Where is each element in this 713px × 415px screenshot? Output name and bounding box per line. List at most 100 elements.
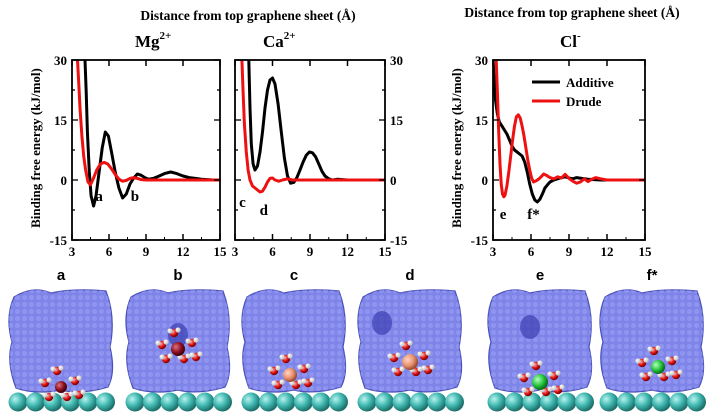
graphene-atom [522, 392, 542, 412]
annotation-b: b [131, 189, 139, 205]
chart-title-2: Cl- [560, 30, 581, 51]
header-left: Distance from top graphene sheet (Å) [140, 8, 355, 23]
graphene-atom [357, 392, 377, 412]
graphene-atom [652, 392, 671, 412]
graphene-atom [410, 392, 429, 412]
graphene-atom [259, 392, 278, 412]
y-tick-label-right-1-2: 15 [390, 113, 404, 128]
ion-atom [402, 354, 418, 370]
ion-atom [283, 368, 297, 382]
x-tick-label-1-1: 6 [269, 244, 276, 259]
snapshot-1 [125, 289, 232, 412]
snapshot-label-a: a [57, 267, 66, 284]
graphene-atom [329, 392, 348, 412]
y-axis-label-right: Binding free energy (kJ/mol) [449, 68, 464, 228]
graphene-atom [294, 392, 313, 412]
y-axis-label-left: Binding free energy (kJ/mol) [28, 68, 43, 228]
graphene-atom [375, 392, 394, 412]
plot-frame-0 [71, 59, 221, 241]
snapshot-4 [487, 289, 594, 412]
y-tick-label-right-1-1: 0 [390, 173, 397, 188]
snapshot-row [8, 289, 706, 412]
graphene-atom [634, 392, 654, 412]
y-tick-label-left-2-1: 0 [482, 173, 489, 188]
graphene-atom [487, 392, 507, 412]
annotation-e: e [500, 207, 507, 223]
x-tick-label-1-4: 15 [379, 244, 393, 259]
x-tick-label-1-0: 3 [232, 244, 239, 259]
graphene-atom [78, 392, 98, 412]
y-tick-label-left-0-1: 0 [61, 173, 68, 188]
ion-atom [651, 360, 665, 374]
x-tick-label-1-2: 9 [307, 244, 314, 259]
ion-atom [532, 374, 548, 390]
snapshot-label-c: c [290, 267, 298, 284]
graphene-atom [427, 392, 447, 412]
chart-title-0: Mg2+ [135, 30, 171, 51]
snapshot-2 [241, 289, 348, 412]
snapshot-label-b: b [173, 267, 182, 284]
chart-title-1: Ca2+ [263, 30, 296, 51]
y-tick-label-left-2-2: 15 [475, 113, 489, 128]
graphene-atom [669, 392, 689, 412]
ion-atom [171, 342, 185, 356]
snapshot-5 [599, 289, 706, 412]
graphene-atom [392, 392, 412, 412]
y-tick-label-right-1-3: 30 [390, 53, 403, 68]
x-tick-label-0-1: 6 [106, 244, 113, 259]
graphene-atom [213, 392, 232, 412]
annotation-a: a [95, 189, 103, 205]
graphene-atom [8, 392, 28, 412]
annotation-c: c [239, 195, 246, 211]
series-additive-1 [247, 60, 385, 185]
chart-mg: Mg2+ 3 6 9 12 15 -15 0 15 30 a b [50, 30, 227, 259]
y-tick-label-left-2-0: -15 [471, 233, 489, 248]
series-drude-2 [494, 60, 645, 199]
y-tick-label-left-2-3: 30 [475, 53, 488, 68]
x-tick-label-2-3: 12 [601, 244, 614, 259]
x-tick-label-0-3: 12 [177, 244, 190, 259]
x-tick-label-2-2: 9 [566, 244, 573, 259]
legend: Additive Drude [532, 75, 614, 109]
graphene-atom [26, 392, 45, 412]
series-drude-1 [240, 60, 385, 194]
graphene-atom [96, 392, 115, 412]
series-drude-0 [76, 60, 220, 187]
graphene-atom [599, 392, 619, 412]
snapshot-label-d: d [405, 267, 414, 284]
x-tick-label-0-0: 3 [69, 244, 76, 259]
x-tick-label-2-4: 15 [639, 244, 653, 259]
x-tick-label-0-2: 9 [143, 244, 150, 259]
y-tick-label-left-0-3: 30 [54, 53, 67, 68]
graphene-atom [617, 392, 636, 412]
graphene-atom [311, 392, 331, 412]
graphene-atom [125, 392, 145, 412]
graphene-atom [195, 392, 215, 412]
ion-atom [55, 381, 67, 393]
x-tick-label-0-4: 15 [214, 244, 228, 259]
snapshot-label-e: e [536, 267, 544, 284]
y-tick-label-right-1-0: -15 [390, 233, 408, 248]
graphene-atom [143, 392, 162, 412]
snapshot-3 [357, 289, 464, 412]
legend-label-additive: Additive [566, 75, 614, 90]
graphene-atom [445, 392, 464, 412]
y-tick-label-left-0-2: 15 [54, 113, 68, 128]
snapshot-0 [8, 289, 115, 412]
graphene-atom [276, 392, 296, 412]
graphene-atom [557, 392, 577, 412]
graphene-atom [160, 392, 180, 412]
header-right: Distance from top graphene sheet (Å) [464, 5, 679, 20]
graphene-atom [178, 392, 197, 412]
x-tick-label-2-1: 6 [528, 244, 535, 259]
x-tick-label-1-3: 12 [341, 244, 354, 259]
y-tick-label-left-0-0: -15 [50, 233, 68, 248]
annotation-d: d [260, 203, 269, 219]
graphene-atom [241, 392, 261, 412]
annotation-f-star: f* [527, 207, 540, 223]
plot-frame-1 [234, 59, 386, 241]
series-additive-0 [83, 60, 220, 208]
legend-label-drude: Drude [566, 94, 602, 109]
